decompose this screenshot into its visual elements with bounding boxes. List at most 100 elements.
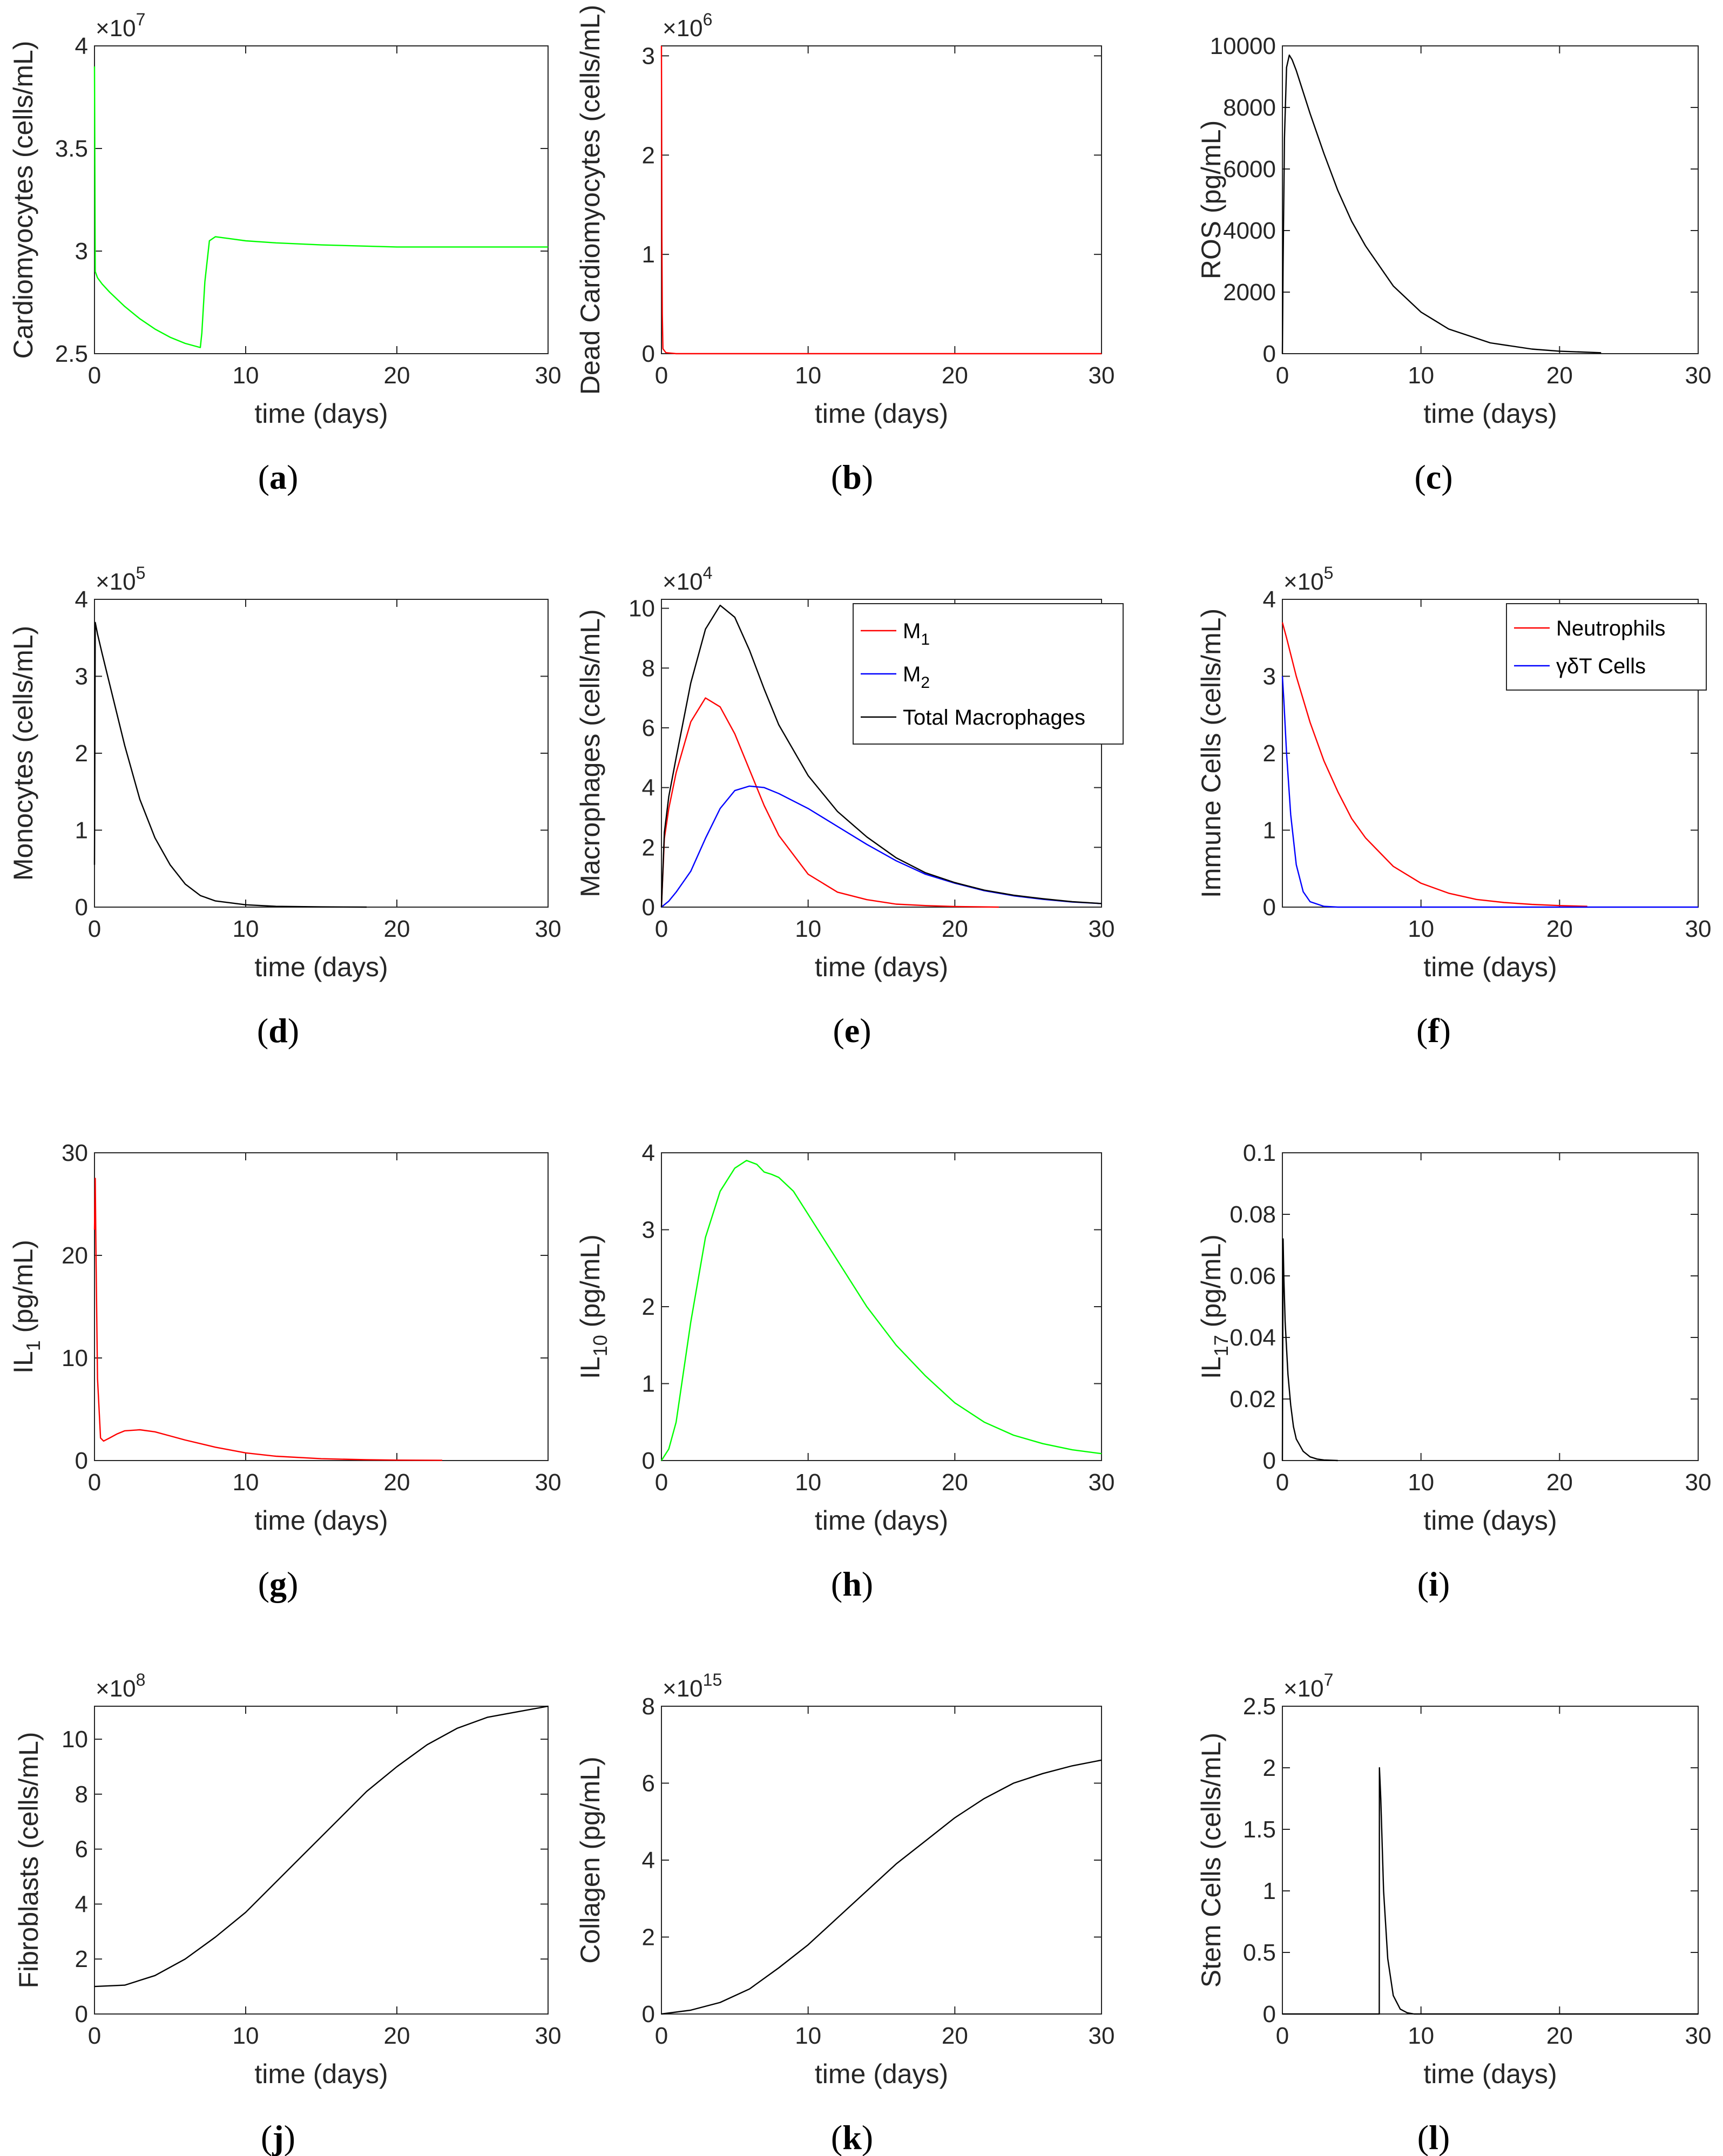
- y-tick-label: 2: [642, 834, 655, 861]
- y-tick-label: 0.02: [1229, 1386, 1276, 1412]
- x-tick-label: 20: [1546, 1469, 1573, 1496]
- series-line-il17: [1281, 1238, 1338, 1462]
- y-tick-label: 0.04: [1229, 1324, 1276, 1351]
- y-tick-label: 4: [642, 1847, 655, 1874]
- y-tick-label: 0.1: [1243, 1140, 1276, 1166]
- caption-letter: e: [844, 1011, 860, 1050]
- y-axis-label: ROS (pg/mL): [1196, 120, 1226, 280]
- y-axis-label: IL10 (pg/mL): [575, 1234, 611, 1379]
- y-axis-label-units: (pg/mL): [8, 1240, 38, 1340]
- series-line-monocytes: [93, 621, 367, 908]
- y-tick-label: 3: [642, 43, 655, 69]
- y-exponent: ×108: [96, 1670, 145, 1702]
- series-line-total-macrophages: [660, 604, 1102, 908]
- y-exponent-power: 6: [703, 10, 713, 29]
- y-tick-label: 4: [642, 1140, 655, 1166]
- y-tick-label: 0: [1263, 2001, 1276, 2027]
- x-tick-label: 10: [795, 362, 821, 389]
- y-tick-label: 0: [1263, 341, 1276, 367]
- y-tick-label: 1: [75, 817, 88, 844]
- y-tick-label: 6: [642, 715, 655, 741]
- x-axis-label: time (days): [1423, 1505, 1557, 1536]
- series-line-cardiomyocytes: [93, 66, 548, 348]
- legend-box: [853, 603, 1124, 745]
- panel-caption: (d): [257, 1011, 299, 1050]
- x-tick-label: 10: [233, 1469, 259, 1496]
- axes-box: [661, 45, 1102, 354]
- caption-letter: a: [269, 458, 287, 496]
- x-axis-label: time (days): [1423, 952, 1557, 982]
- y-axis-label: Cardiomyocytes (cells/mL): [8, 40, 38, 359]
- caption-paren-open: (: [1417, 2118, 1429, 2156]
- caption-paren-open: (: [1416, 1011, 1428, 1050]
- y-tick-label: 10: [629, 596, 655, 622]
- caption-letter: c: [1426, 458, 1441, 496]
- panel-i: 0 10 20 30 0 0.02 0.04 0.06 0.08 0.1 time (days) IL…: [1196, 1140, 1711, 1603]
- x-tick-label: 30: [535, 362, 562, 389]
- y-axis-label-subscript: 1: [22, 1340, 44, 1351]
- y-axis-label-units: (pg/mL): [1196, 1234, 1226, 1335]
- x-tick-label: 20: [942, 916, 968, 942]
- series-line-dead-cardiomyocytes: [660, 45, 1102, 355]
- x-tick-label: 20: [942, 362, 968, 389]
- y-tick-label: 0: [642, 2001, 655, 2027]
- y-tick-label: 6: [75, 1836, 88, 1863]
- y-tick-label: 8: [75, 1781, 88, 1808]
- y-tick-label: 0: [642, 341, 655, 367]
- x-tick-label: 20: [384, 362, 410, 389]
- panel-caption: (e): [833, 1011, 871, 1050]
- x-tick-label: 30: [1685, 2023, 1712, 2049]
- y-axis-label: Monocytes (cells/mL): [8, 626, 38, 881]
- legend-label: Total Macrophages: [903, 706, 1085, 729]
- y-axis-label: Fibroblasts (cells/mL): [13, 1732, 44, 1988]
- caption-letter: l: [1429, 2118, 1438, 2156]
- y-axis-label: Collagen (pg/mL): [575, 1756, 605, 1964]
- x-axis-label: time (days): [1423, 2059, 1557, 2089]
- x-tick-label: 30: [535, 1469, 562, 1496]
- x-tick-label: 0: [655, 916, 668, 942]
- caption-letter: g: [269, 1565, 287, 1603]
- caption-paren-close: ): [862, 1565, 873, 1603]
- y-tick-label: 6000: [1223, 156, 1276, 183]
- y-tick-label: 0.06: [1229, 1263, 1276, 1289]
- y-tick-label: 4: [75, 33, 88, 59]
- y-tick-label: 2: [75, 1946, 88, 1972]
- panel-caption: (a): [258, 458, 299, 496]
- x-tick-label: 0: [1276, 1469, 1289, 1496]
- caption-letter: j: [272, 2118, 283, 2156]
- x-axis-label: time (days): [815, 952, 948, 982]
- y-axis-label: Macrophages (cells/mL): [575, 609, 605, 897]
- y-exponent: ×107: [96, 10, 145, 42]
- y-tick-label: 2.5: [55, 341, 88, 367]
- y-tick-label: 10: [62, 1345, 88, 1371]
- caption-paren-close: ): [860, 1011, 871, 1050]
- series-line-ros: [1281, 54, 1602, 354]
- y-axis-label: Stem Cells (cells/mL): [1196, 1733, 1226, 1988]
- caption-paren-open: (: [261, 2118, 272, 2156]
- panel-caption: (k): [831, 2118, 873, 2156]
- x-tick-label: 0: [1276, 362, 1289, 389]
- y-exponent: ×105: [96, 563, 145, 595]
- x-tick-label: 0: [88, 1469, 101, 1496]
- panel-caption: (c): [1414, 458, 1452, 496]
- series-line-γδt-cells: [1281, 676, 1698, 908]
- panel-caption: (f): [1416, 1011, 1451, 1050]
- y-tick-label: 0: [1263, 894, 1276, 921]
- y-exponent-power: 5: [1324, 563, 1334, 583]
- y-tick-label: 1: [1263, 817, 1276, 844]
- x-tick-label: 10: [1408, 916, 1434, 942]
- y-exponent: ×1015: [663, 1670, 722, 1702]
- y-exponent-power: 8: [136, 1670, 146, 1689]
- panel-g: 0 10 20 30 0 10 20 30 time (days) IL1 (pg/mL) (g): [8, 1140, 561, 1603]
- panel-c: 0 10 20 30 0 2000 4000 6000 8000 10000 time (days)…: [1196, 33, 1711, 496]
- x-tick-label: 10: [795, 2023, 821, 2049]
- x-tick-label: 30: [1089, 2023, 1115, 2049]
- caption-paren-open: (: [831, 458, 842, 496]
- y-tick-label: 0.08: [1229, 1201, 1276, 1228]
- x-tick-label: 20: [384, 1469, 410, 1496]
- x-tick-label: 30: [1685, 1469, 1712, 1496]
- y-tick-label: 2: [642, 1924, 655, 1951]
- caption-letter: h: [842, 1565, 862, 1603]
- series-line-fibroblasts: [94, 1705, 549, 1988]
- x-tick-label: 30: [1089, 362, 1115, 389]
